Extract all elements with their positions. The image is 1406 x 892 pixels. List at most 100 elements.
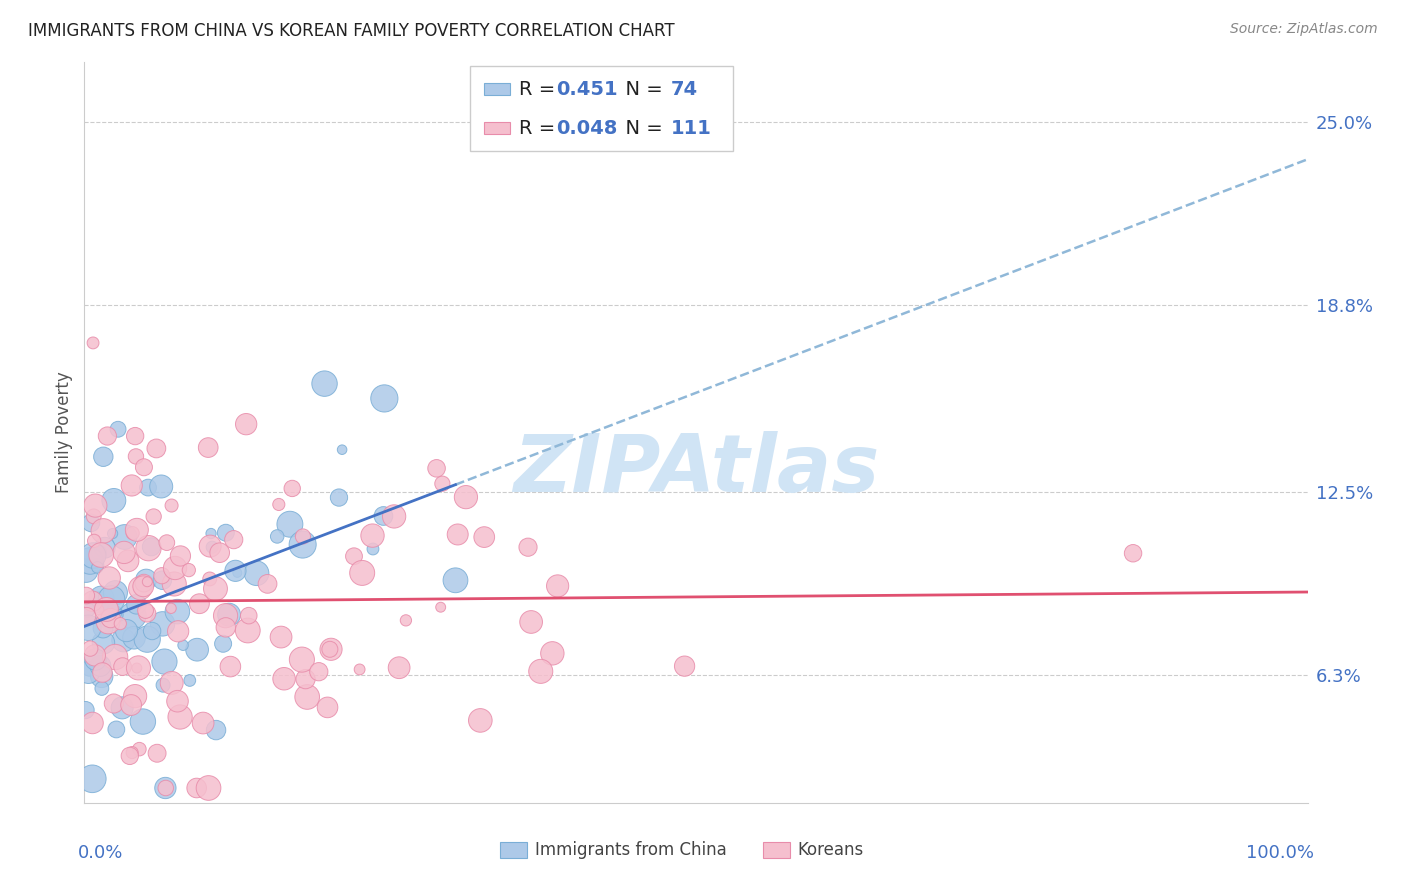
Point bbox=[188, 597, 211, 611]
Point bbox=[150, 479, 173, 493]
Text: R =: R = bbox=[519, 79, 561, 99]
Point bbox=[105, 723, 128, 737]
Point bbox=[314, 376, 336, 391]
Point bbox=[278, 517, 301, 532]
Point bbox=[100, 611, 122, 625]
Point bbox=[426, 461, 449, 475]
Point bbox=[104, 585, 127, 599]
Point bbox=[382, 509, 405, 524]
Point bbox=[124, 429, 146, 443]
Point bbox=[79, 554, 101, 568]
Point bbox=[145, 442, 167, 456]
FancyBboxPatch shape bbox=[470, 66, 733, 152]
Point bbox=[222, 533, 245, 547]
Point bbox=[91, 665, 114, 680]
Point bbox=[204, 582, 226, 596]
Point bbox=[191, 716, 214, 731]
Point bbox=[169, 549, 191, 563]
Point bbox=[132, 579, 155, 593]
Point bbox=[117, 554, 139, 568]
Point bbox=[316, 700, 339, 714]
Point bbox=[136, 607, 159, 621]
Point bbox=[98, 615, 121, 630]
Point bbox=[150, 568, 173, 582]
Point bbox=[125, 523, 148, 537]
Point bbox=[547, 579, 569, 593]
Point bbox=[208, 546, 231, 560]
Point bbox=[172, 638, 194, 652]
Point bbox=[104, 650, 127, 665]
Point bbox=[111, 701, 134, 715]
Point bbox=[121, 746, 143, 760]
Point bbox=[373, 508, 395, 523]
Point bbox=[454, 490, 477, 504]
Point bbox=[198, 572, 221, 586]
Point bbox=[83, 648, 105, 663]
Point bbox=[150, 573, 173, 587]
Point bbox=[110, 616, 132, 631]
Point bbox=[541, 646, 564, 660]
Point bbox=[270, 630, 292, 644]
Point bbox=[291, 537, 314, 551]
Point bbox=[186, 642, 208, 657]
Point bbox=[520, 615, 543, 629]
Point bbox=[215, 620, 238, 634]
Point bbox=[152, 616, 174, 631]
Point bbox=[103, 607, 125, 622]
Point bbox=[82, 335, 104, 350]
Point bbox=[136, 574, 159, 589]
Point bbox=[352, 566, 374, 580]
Point bbox=[75, 703, 97, 717]
Point bbox=[267, 498, 290, 512]
Point bbox=[166, 605, 188, 619]
Point bbox=[82, 772, 104, 786]
Point bbox=[87, 595, 110, 609]
Point bbox=[132, 576, 155, 591]
Point bbox=[100, 592, 122, 607]
Point bbox=[141, 540, 163, 554]
Point bbox=[429, 600, 451, 615]
Point bbox=[169, 710, 191, 724]
Point bbox=[142, 509, 165, 524]
Text: 0.0%: 0.0% bbox=[79, 844, 124, 862]
Point bbox=[291, 529, 314, 543]
Point bbox=[104, 606, 127, 620]
Point bbox=[266, 529, 288, 543]
Point bbox=[132, 714, 155, 729]
Point bbox=[361, 541, 384, 556]
Point bbox=[125, 597, 148, 611]
Point bbox=[219, 659, 242, 673]
Point bbox=[212, 637, 235, 651]
Point bbox=[115, 624, 138, 638]
Point bbox=[215, 525, 238, 540]
Point bbox=[103, 697, 125, 711]
Point bbox=[198, 539, 221, 553]
Point bbox=[89, 659, 111, 673]
Text: N =: N = bbox=[613, 79, 669, 99]
Point bbox=[80, 516, 103, 530]
Point bbox=[472, 530, 495, 544]
Point bbox=[236, 624, 259, 638]
Point bbox=[75, 589, 97, 603]
Text: 74: 74 bbox=[671, 79, 697, 99]
Text: Source: ZipAtlas.com: Source: ZipAtlas.com bbox=[1230, 22, 1378, 37]
Point bbox=[91, 524, 114, 538]
Text: R =: R = bbox=[519, 119, 561, 137]
Text: N =: N = bbox=[613, 119, 669, 137]
Point bbox=[238, 608, 260, 623]
Point bbox=[163, 577, 186, 591]
Point bbox=[132, 460, 155, 475]
Point bbox=[166, 694, 188, 708]
Point bbox=[84, 499, 107, 513]
Point bbox=[124, 689, 146, 703]
Point bbox=[76, 603, 98, 617]
Point bbox=[90, 681, 112, 696]
Point bbox=[136, 632, 159, 647]
Point bbox=[91, 621, 114, 635]
Point bbox=[673, 659, 696, 673]
Point bbox=[319, 642, 342, 657]
Point bbox=[79, 641, 101, 656]
Point bbox=[136, 481, 159, 495]
Point bbox=[107, 422, 129, 436]
Bar bbox=[763, 842, 790, 858]
